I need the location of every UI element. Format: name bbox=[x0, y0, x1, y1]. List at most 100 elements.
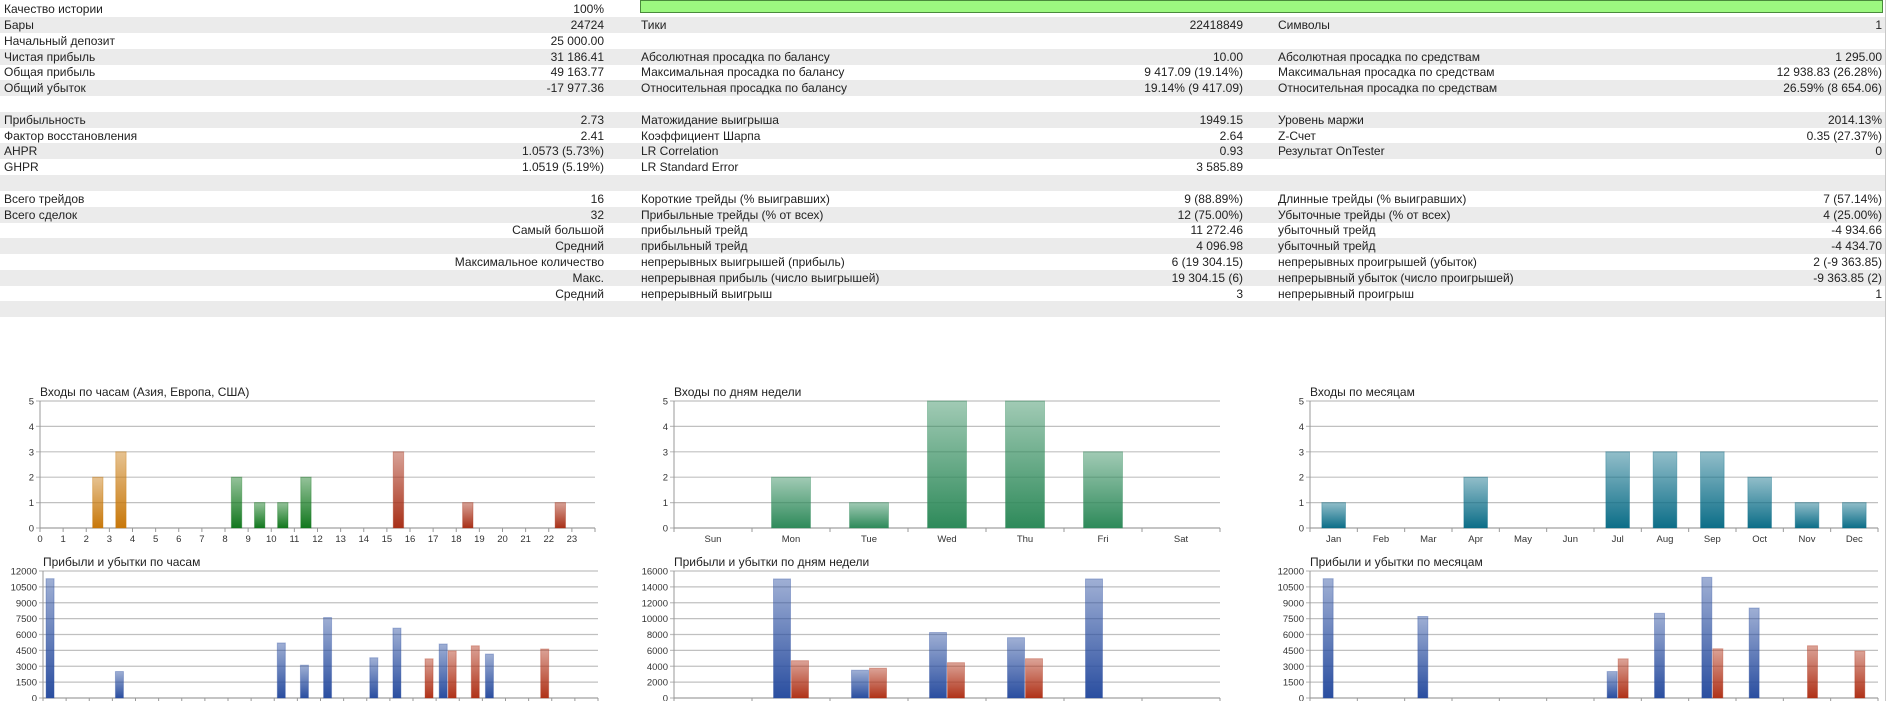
y-tick-label: 3 bbox=[1299, 447, 1304, 458]
x-tick-label: Thu bbox=[1017, 534, 1033, 545]
y-tick-label: 2 bbox=[29, 473, 34, 484]
y-tick-label: 4000 bbox=[647, 662, 668, 673]
quality-value: 100% bbox=[573, 2, 604, 16]
x-tick-label: 15 bbox=[382, 534, 393, 545]
bar bbox=[253, 502, 266, 529]
metric-label: непрерывная прибыль (число выигрышей) bbox=[641, 271, 880, 285]
y-tick-label: 0 bbox=[663, 524, 668, 535]
x-tick-label: 11 bbox=[289, 534, 299, 545]
metric-value: 0.93 bbox=[1219, 144, 1243, 158]
metric-value: -4 934.66 bbox=[1831, 223, 1882, 237]
y-tick-label: 6000 bbox=[16, 630, 37, 641]
metric-value: 16 bbox=[590, 192, 604, 206]
table-row: Всего трейдов 16 Короткие трейды (% выигра… bbox=[0, 191, 1886, 207]
metric-label: Абсолютная просадка по балансу bbox=[641, 50, 830, 64]
y-tick-label: 3000 bbox=[1283, 662, 1304, 673]
bar bbox=[1605, 451, 1631, 529]
x-tick-label: Tue bbox=[861, 534, 877, 545]
x-tick-label: Jan bbox=[1326, 534, 1341, 545]
x-tick-label: 7 bbox=[199, 534, 204, 545]
metric-value: 1.0573 (5.73%) bbox=[521, 144, 604, 158]
metric-value: 1 bbox=[1875, 18, 1882, 32]
y-tick-label: 9000 bbox=[16, 598, 37, 609]
table-row bbox=[0, 301, 1886, 317]
metric-value: 12 938.83 (26.28%) bbox=[1776, 65, 1882, 79]
y-tick-label: 10000 bbox=[642, 614, 668, 625]
metric-label: непрерывных выигрышей (прибыль) bbox=[641, 255, 845, 269]
loss-bar bbox=[1617, 658, 1629, 699]
y-tick-label: 8000 bbox=[647, 630, 668, 641]
metric-label: убыточный трейд bbox=[1278, 239, 1376, 253]
x-tick-label: 14 bbox=[358, 534, 369, 545]
metric-label: AHPR bbox=[4, 144, 38, 158]
y-tick-label: 5 bbox=[29, 397, 34, 408]
x-tick-label: 3 bbox=[107, 534, 112, 545]
metric-label: непрерывный убыток (число проигрышей) bbox=[1278, 271, 1514, 285]
row-sublabel: Макс. bbox=[572, 271, 604, 285]
y-tick-label: 1 bbox=[29, 498, 34, 509]
metric-value: 9 (88.89%) bbox=[1184, 192, 1243, 206]
metric-label: Короткие трейды (% выигравших) bbox=[641, 192, 830, 206]
metric-label: непрерывных проигрышей (убыток) bbox=[1278, 255, 1477, 269]
metric-label: Общая прибыль bbox=[4, 65, 96, 79]
y-tick-label: 0 bbox=[1299, 694, 1304, 701]
bar bbox=[92, 476, 104, 529]
loss-bar bbox=[1807, 645, 1818, 699]
bar bbox=[277, 502, 289, 529]
profit-bar bbox=[45, 578, 55, 699]
table-row bbox=[0, 96, 1886, 112]
table-row: Макс. непрерывная прибыль (число выигрыше… bbox=[0, 270, 1886, 286]
table-row-quality: Качество истории 100% bbox=[0, 0, 1886, 19]
metric-value: 2.41 bbox=[580, 129, 604, 143]
metric-value: -9 363.85 (2) bbox=[1813, 271, 1882, 285]
metric-value: 22418849 bbox=[1189, 18, 1243, 32]
profit-bar bbox=[1606, 671, 1618, 699]
y-tick-label: 1500 bbox=[16, 678, 37, 689]
metric-value: 19 304.15 (6) bbox=[1171, 271, 1243, 285]
table-row: GHPR 1.0519 (5.19%) LR Standard Error 3 585… bbox=[0, 159, 1886, 175]
x-tick-label: Sep bbox=[1704, 534, 1721, 545]
x-tick-label: 17 bbox=[428, 534, 439, 545]
metric-value: -4 434.70 bbox=[1831, 239, 1882, 253]
x-tick-label: 21 bbox=[520, 534, 531, 545]
table-row: Общий убыток -17 977.36 Относительная прос… bbox=[0, 80, 1886, 96]
x-tick-label: 4 bbox=[130, 534, 135, 545]
metric-value: 12 (75.00%) bbox=[1177, 208, 1243, 222]
row-sublabel: Самый большой bbox=[512, 223, 604, 237]
chart-title: Входы по дням недели bbox=[674, 385, 801, 399]
profit-bar bbox=[929, 632, 947, 699]
metric-label: прибыльный трейд bbox=[641, 223, 748, 237]
table-row: Начальный депозит 25 000.00 bbox=[0, 33, 1886, 49]
y-tick-label: 3000 bbox=[16, 662, 37, 673]
profit-bar bbox=[484, 653, 494, 699]
metric-label: LR Correlation bbox=[641, 144, 719, 158]
metric-label: Символы bbox=[1278, 18, 1330, 32]
loss-bar bbox=[1854, 650, 1866, 699]
y-tick-label: 4500 bbox=[1283, 646, 1304, 657]
profit-bar bbox=[1085, 578, 1103, 699]
metric-label: прибыльный трейд bbox=[641, 239, 748, 253]
metric-value: 0 bbox=[1875, 144, 1882, 158]
y-tick-label: 1500 bbox=[1283, 678, 1304, 689]
metric-value: 32 bbox=[590, 208, 604, 222]
chart-pnl-by-weekday: Прибыли и убытки по дням недели 0 2000 4000… bbox=[630, 552, 1230, 701]
y-tick-label: 2000 bbox=[647, 678, 668, 689]
x-tick-label: Oct bbox=[1752, 534, 1767, 545]
row-sublabel: Максимальное количество bbox=[454, 255, 604, 269]
metric-label: Прибыльные трейды (% от всех) bbox=[641, 208, 824, 222]
metric-label: Результат OnTester bbox=[1278, 144, 1385, 158]
x-tick-label: Jun bbox=[1563, 534, 1578, 545]
loss-bar bbox=[791, 660, 809, 699]
bar bbox=[462, 502, 474, 529]
x-tick-label: 0 bbox=[37, 534, 42, 545]
chart-title: Прибыли и убытки по часам bbox=[43, 555, 200, 569]
metric-label: убыточный трейд bbox=[1278, 223, 1376, 237]
chart-pnl-by-hour: Прибыли и убытки по часам 0 1500 3000 4500 60… bbox=[0, 552, 600, 701]
metric-label: Бары bbox=[4, 18, 34, 32]
x-tick-label: 2 bbox=[84, 534, 89, 545]
profit-bar bbox=[1701, 576, 1713, 699]
metric-value: 2 (-9 363.85) bbox=[1813, 255, 1882, 269]
y-tick-label: 12000 bbox=[11, 567, 37, 578]
table-row: Средний прибыльный трейд 4 096.98 убыточный… bbox=[0, 238, 1886, 254]
x-tick-label: 22 bbox=[543, 534, 554, 545]
